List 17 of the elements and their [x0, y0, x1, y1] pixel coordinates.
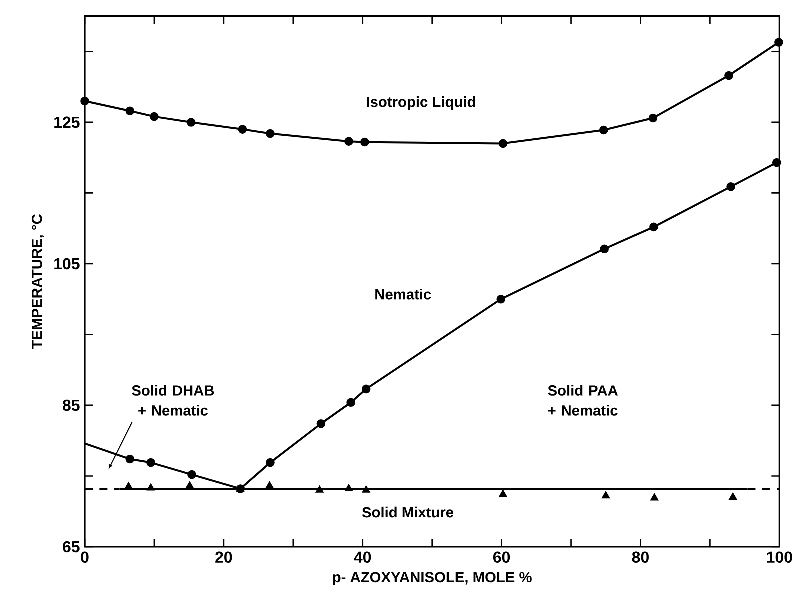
x-tick-label: 80: [632, 552, 649, 564]
x-tick-label: 0: [81, 552, 89, 564]
y-tick-label: 65: [63, 541, 80, 553]
annotation: Solid DHAB + Nematic: [132, 385, 214, 416]
y-axis-title: TEMPERATURE, °C: [32, 214, 44, 350]
x-tick-label: 20: [216, 552, 232, 564]
x-tick-label: 60: [493, 552, 510, 564]
annotation: Isotropic Liquid: [367, 96, 476, 110]
x-tick-label: 100: [767, 552, 792, 564]
x-axis-title: p- AZOXYANISOLE, MOLE %: [333, 572, 532, 586]
annotation: Solid PAA + Nematic: [548, 385, 618, 416]
annotation: Nematic: [376, 289, 432, 300]
x-tick-label: 40: [354, 552, 372, 564]
y-tick-label: 125: [54, 116, 80, 128]
y-tick-label: 85: [63, 400, 80, 412]
annotation: Solid Mixture: [362, 506, 454, 518]
y-tick-label: 105: [54, 258, 80, 270]
